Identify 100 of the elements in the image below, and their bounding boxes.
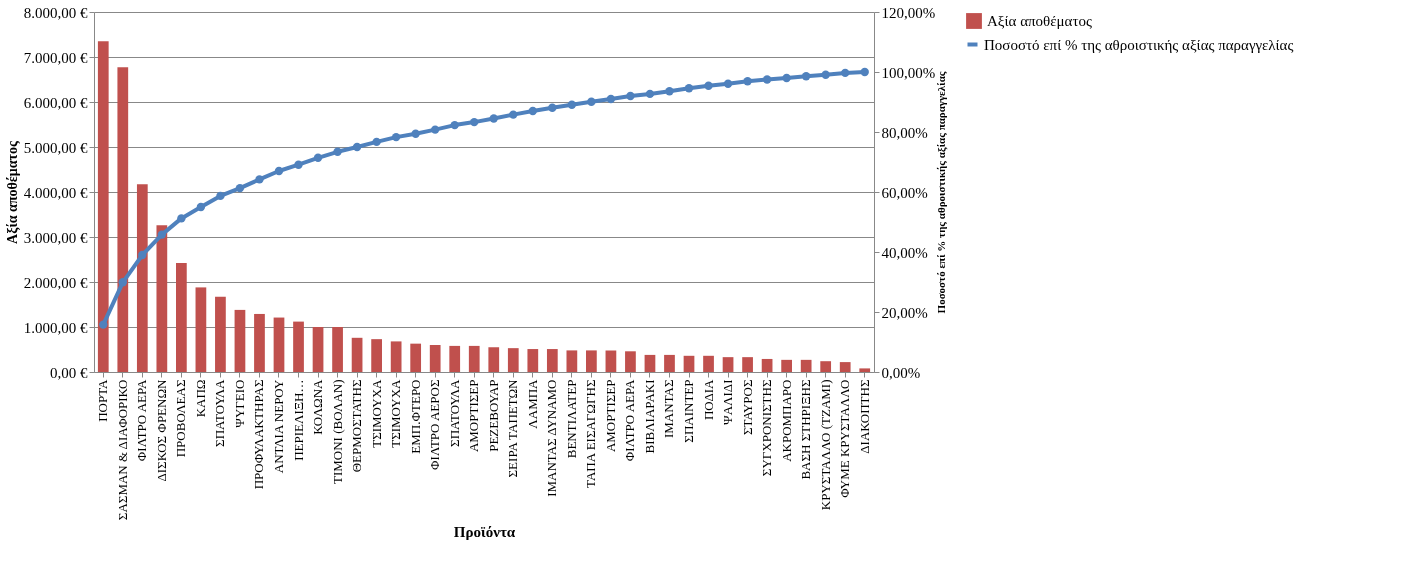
x-tick-label: ΠΡΟΦΥΛΑΚΤΗΡΑΣ xyxy=(251,379,267,490)
bar xyxy=(722,357,734,372)
bar xyxy=(703,355,714,372)
bar xyxy=(117,67,129,372)
bar xyxy=(781,359,792,372)
x-tick-label: ΚΡΥΣΤΑΛΛΟ (ΤΖΑΜΙ) xyxy=(817,379,833,511)
bar xyxy=(429,345,441,372)
bar xyxy=(625,351,636,372)
point xyxy=(372,137,381,147)
point xyxy=(216,191,225,201)
bar xyxy=(215,296,226,372)
point xyxy=(841,68,850,78)
bar xyxy=(683,355,695,372)
x-tick-label: ΨΥΓΕΙΟ xyxy=(231,379,247,428)
bar xyxy=(351,337,363,372)
bar xyxy=(468,345,480,372)
point xyxy=(313,153,323,162)
x-tick-label: ΦΙΛΤΡΟ ΑΕΡΑ xyxy=(622,378,638,462)
bar xyxy=(410,343,422,372)
x-tick-label: ΔΙΣΚΟΣ ΦΡΕΝΩΝ xyxy=(153,378,169,482)
x-axis-title: Προϊόντα xyxy=(453,523,516,540)
bar xyxy=(820,361,832,372)
point xyxy=(743,77,752,86)
x-tick-label: ΒΙΒΛΙΑΡΑΚΙ xyxy=(641,379,657,454)
y-tick-label: 8.000,00 € xyxy=(23,4,88,21)
y-tick-label: 0,00 € xyxy=(50,364,88,381)
x-tick-label: ΡΕΖΕΒΟΥΑΡ xyxy=(485,379,501,452)
point xyxy=(196,202,206,212)
bar xyxy=(371,339,382,372)
x-tick-label: ΣΤΑΥΡΟΣ xyxy=(739,379,755,435)
bar xyxy=(586,350,597,372)
y-tick-label: 4.000,00 € xyxy=(23,184,88,201)
bar xyxy=(234,309,246,372)
bar xyxy=(293,321,304,372)
bar xyxy=(605,350,617,372)
bar xyxy=(254,313,265,372)
point xyxy=(528,106,537,116)
y2-tick-label: 0,00% xyxy=(881,364,921,381)
y-tick-label: 6.000,00 € xyxy=(23,94,88,111)
point xyxy=(352,142,362,152)
x-tick-label: ΙΜΑΝΤΑΣ xyxy=(661,379,677,439)
y-tick-label: 5.000,00 € xyxy=(23,139,88,156)
bar xyxy=(488,347,500,372)
point xyxy=(801,72,811,81)
x-tick-label: ΣΠΑΙΝΤΕΡ xyxy=(681,379,697,443)
y2-tick-label: 40,00% xyxy=(881,244,928,261)
bar xyxy=(644,354,656,372)
bar xyxy=(97,41,109,372)
point xyxy=(587,97,596,106)
y2-axis-title: Ποσοστό επί % της αθροιστικής αξίας παραγγελίας xyxy=(935,71,949,314)
point xyxy=(548,103,557,112)
bar xyxy=(136,184,148,372)
point xyxy=(391,132,401,142)
point xyxy=(645,89,655,99)
x-tick-label: ΣΥΓΧΡΟΝΙΣΤΗΣ xyxy=(759,379,775,477)
point xyxy=(177,214,186,223)
point xyxy=(138,250,147,260)
bar xyxy=(312,327,324,372)
x-tick-label: ΤΑΠΑ ΕΙΣΑΓΩΓΗΣ xyxy=(583,379,599,488)
legend-label: Αξία αποθέματος xyxy=(987,13,1093,29)
x-tick-label: ΚΟΛΩΝΑ xyxy=(310,378,326,435)
x-tick-label: ΑΚΡΟΜΠΑΡΟ xyxy=(778,379,794,462)
x-tick-label: ΙΜΑΝΤΑΣ ΔΥΝΑΜΟ xyxy=(544,379,560,497)
point xyxy=(704,81,713,90)
bar xyxy=(800,359,812,372)
x-tick-label: ΣΑΣΜΑΝ & ΔΙΑΦΟΡΙΚΟ xyxy=(114,379,130,521)
point xyxy=(665,87,674,96)
x-tick-label: ΒΕΝΤΙΛΑΤΕΡ xyxy=(563,379,579,459)
bar xyxy=(390,341,402,372)
point xyxy=(294,160,303,169)
x-tick-label: ΑΜΟΡΤΙΣΕΡ xyxy=(466,379,482,453)
point xyxy=(762,75,772,84)
x-tick-label: ΘΕΡΜΟΣΤΑΤΗΣ xyxy=(349,379,365,473)
bar xyxy=(566,350,578,372)
y-tick-label: 2.000,00 € xyxy=(23,274,88,291)
x-tick-label: ΔΙΑΚΟΠΤΗΣ xyxy=(856,379,872,454)
x-tick-label: ΤΣΙΜΟΥΧΑ xyxy=(388,378,404,448)
point xyxy=(411,129,420,138)
x-tick-label: ΤΣΙΜΟΥΧΑ xyxy=(368,378,384,448)
x-tick-label: ΣΕΙΡΑ ΤΑΠΕΤΩΝ xyxy=(505,378,521,478)
point xyxy=(606,94,616,104)
y-tick-label: 1.000,00 € xyxy=(23,319,88,336)
x-tick-label: ΒΑΣΗ ΣΤΗΡΙΞΗΣ xyxy=(798,379,814,480)
point xyxy=(274,166,284,176)
x-tick-label: ΦΙΛΤΡΟ ΑΕΡΑ xyxy=(134,378,150,462)
x-tick-label: ΦΥΜΕ ΚΡΥΣΤΑΛΛΟ xyxy=(837,379,853,498)
bar xyxy=(527,349,539,372)
x-tick-label: ΛΑΜΠΑ xyxy=(524,378,540,429)
y2-tick-label: 20,00% xyxy=(881,304,928,321)
point xyxy=(567,100,577,109)
y-axis-title: Αξία αποθέματος xyxy=(4,139,20,244)
point xyxy=(489,114,498,123)
point xyxy=(157,230,167,239)
x-tick-label: ΦΙΛΤΡΟ ΑΕΡΟΣ xyxy=(427,379,443,470)
bar xyxy=(195,287,207,372)
bar xyxy=(273,317,285,372)
x-tick-label: ΣΠΑΤΟΥΛΑ xyxy=(212,378,228,447)
y-tick-label: 3.000,00 € xyxy=(23,229,88,246)
point xyxy=(118,278,127,287)
point xyxy=(821,70,830,79)
